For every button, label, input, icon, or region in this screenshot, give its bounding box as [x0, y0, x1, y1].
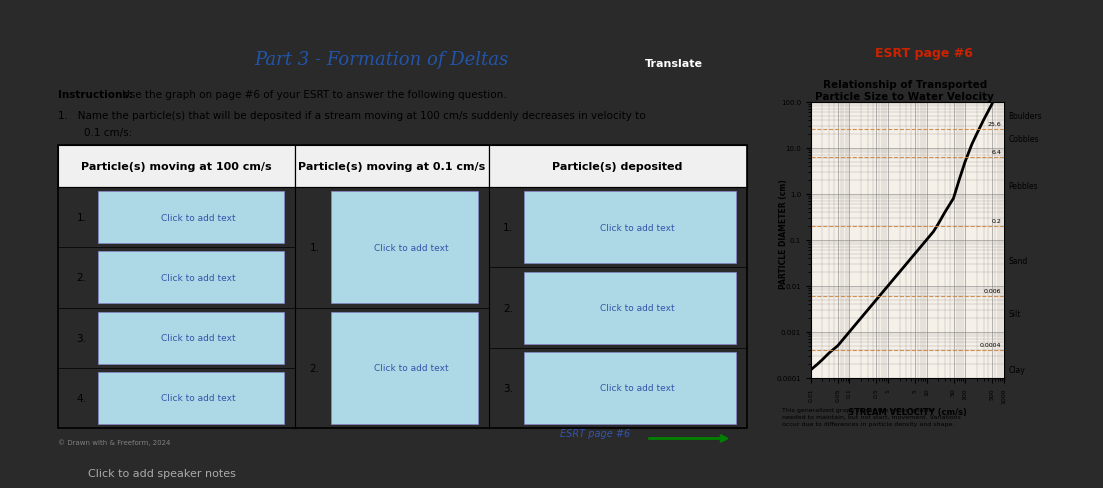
Text: ESRT page #6: ESRT page #6	[560, 428, 631, 439]
Text: Particle(s) deposited: Particle(s) deposited	[553, 162, 683, 172]
Text: ESRT page #6: ESRT page #6	[875, 47, 973, 60]
Text: 0.0004: 0.0004	[979, 343, 1002, 348]
Text: Click to add text: Click to add text	[600, 304, 675, 312]
Text: 1.   Name the particle(s) that will be deposited if a stream moving at 100 cm/s : 1. Name the particle(s) that will be dep…	[58, 111, 646, 121]
Text: 2.: 2.	[76, 273, 86, 283]
Text: Particle(s) moving at 100 cm/s: Particle(s) moving at 100 cm/s	[82, 162, 272, 172]
Text: Use the graph on page #6 of your ESRT to answer the following question.: Use the graph on page #6 of your ESRT to…	[119, 90, 507, 100]
Text: Click to add text: Click to add text	[161, 213, 236, 222]
Text: PARTICLE DIAMETER (cm): PARTICLE DIAMETER (cm)	[780, 179, 789, 288]
Bar	[525, 272, 736, 344]
Text: Click to add text: Click to add text	[161, 394, 236, 403]
Text: Particle(s) moving at 0.1 cm/s: Particle(s) moving at 0.1 cm/s	[298, 162, 485, 172]
Text: 25.6: 25.6	[987, 122, 1002, 127]
Text: Click to add text: Click to add text	[161, 333, 236, 343]
Text: 0.006: 0.006	[984, 289, 1002, 294]
Bar	[98, 312, 285, 364]
X-axis label: STREAM VELOCITY (cm/s): STREAM VELOCITY (cm/s)	[848, 407, 966, 417]
Text: 1.: 1.	[309, 243, 320, 253]
Text: Relationship of Transported
Particle Size to Water Velocity: Relationship of Transported Particle Siz…	[815, 80, 994, 102]
Text: Sand: Sand	[1008, 257, 1027, 266]
Text: 0.1 cm/s:: 0.1 cm/s:	[84, 127, 131, 138]
Text: This generalized graph shows the water velocity
needed to maintain, but not star: This generalized graph shows the water v…	[782, 407, 961, 426]
Bar	[58, 146, 747, 428]
Bar	[296, 146, 489, 187]
Text: Boulders: Boulders	[1008, 112, 1041, 121]
Text: Click to add text: Click to add text	[600, 384, 675, 393]
Bar	[525, 352, 736, 424]
Text: Click to add text: Click to add text	[600, 223, 675, 232]
Text: © Drawn with & Freeform, 2024: © Drawn with & Freeform, 2024	[58, 438, 171, 445]
Text: 0.2: 0.2	[992, 219, 1002, 224]
Text: Part 3 - Formation of Deltas: Part 3 - Formation of Deltas	[254, 51, 508, 69]
Text: Pebbles: Pebbles	[1008, 182, 1038, 191]
Text: Click to add text: Click to add text	[161, 273, 236, 283]
Bar	[98, 252, 285, 304]
Bar	[331, 312, 478, 424]
Text: Cobbles: Cobbles	[1008, 135, 1039, 143]
Bar	[98, 372, 285, 424]
Text: Translate: Translate	[644, 59, 703, 68]
Bar	[525, 192, 736, 264]
Text: 2.: 2.	[503, 303, 513, 313]
Text: 1.: 1.	[76, 213, 86, 223]
Text: 3.: 3.	[503, 383, 513, 393]
Text: 4.: 4.	[76, 393, 86, 403]
Bar	[58, 146, 295, 187]
Text: 2.: 2.	[309, 363, 320, 373]
Text: Instructions:: Instructions:	[58, 90, 133, 100]
Bar	[489, 146, 747, 187]
Text: Silt: Silt	[1008, 309, 1020, 319]
Text: 1.: 1.	[503, 223, 513, 233]
Text: 6.4: 6.4	[992, 149, 1002, 155]
Bar	[331, 192, 478, 304]
Text: Clay: Clay	[1008, 366, 1025, 375]
Text: 3.: 3.	[76, 333, 86, 343]
Text: Click to add speaker notes: Click to add speaker notes	[88, 468, 236, 478]
Text: Click to add text: Click to add text	[374, 364, 449, 372]
Bar	[98, 192, 285, 244]
Text: Click to add text: Click to add text	[374, 244, 449, 252]
